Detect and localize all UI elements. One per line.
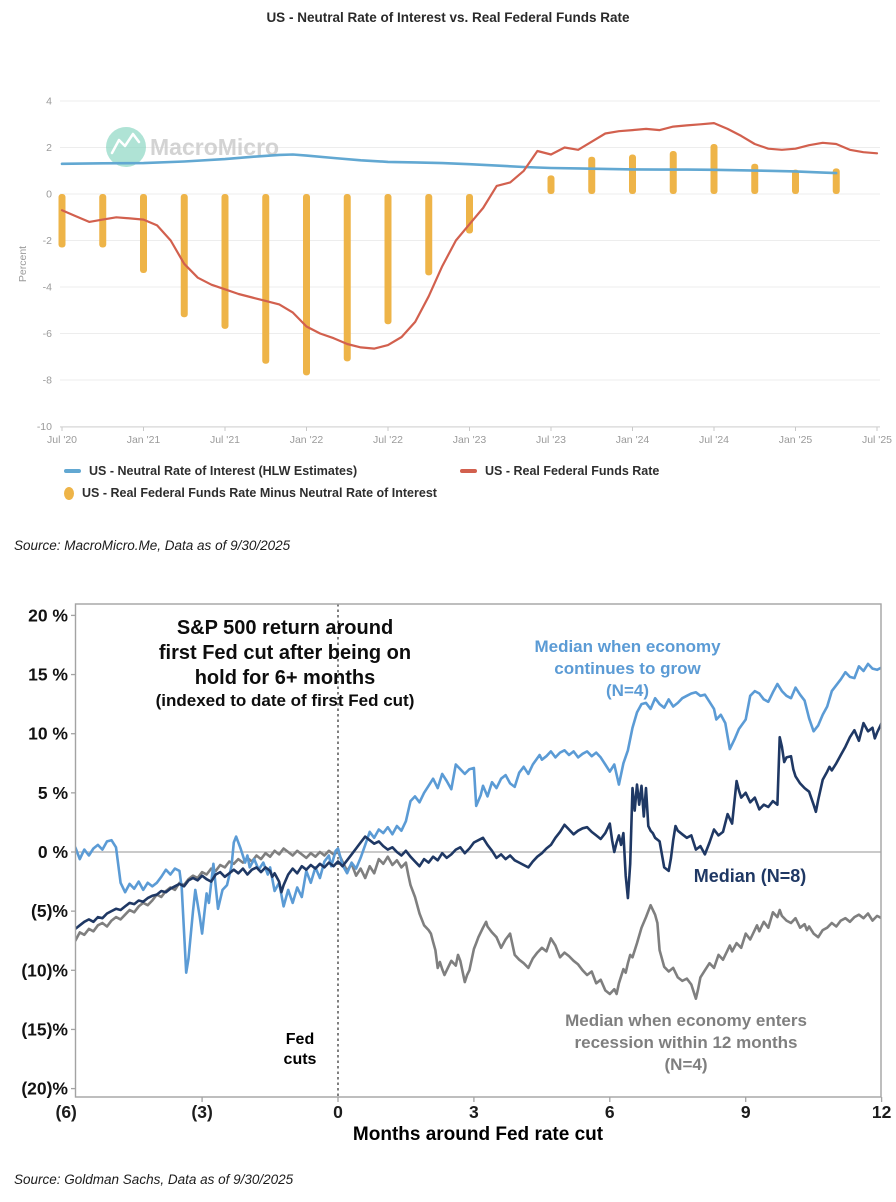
legend-label: US - Real Federal Funds Rate Minus Neutr… (82, 486, 437, 500)
rate-gap-bar (262, 194, 270, 364)
rate-gap-bar (669, 150, 677, 194)
x-tick-label: Jan '22 (290, 434, 324, 446)
bottom-chart: 20 %15 %10 %5 %0 %(5)%(10)%(15)%(20)%(6)… (21, 603, 892, 1122)
neutral-rate-line (60, 153, 838, 175)
top-chart-gridlines (60, 100, 880, 427)
x-tick-label: 0 (333, 1102, 343, 1122)
rate-gap-bar (139, 194, 147, 274)
y-tick-label: (20)% (21, 1079, 68, 1099)
x-tick-label: 9 (741, 1102, 751, 1122)
median-series-label: Median (N=8) (693, 866, 807, 886)
y-tick-label: (15)% (21, 1019, 68, 1039)
neutral-rate-legend-swatch (64, 469, 81, 473)
x-tick-label: Jul '23 (536, 434, 566, 446)
x-tick-label: Jul '20 (47, 434, 77, 446)
y-tick-label: 0 (46, 189, 52, 201)
y-tick-label: (10)% (21, 960, 68, 980)
real-ffr-legend-swatch (460, 469, 477, 473)
x-tick-label: Jan '23 (453, 434, 487, 446)
x-tick-label: (3) (191, 1102, 212, 1122)
top-chart-y-tick-labels: 4 2 0 -2 -4 -6 -8 -10 (37, 96, 52, 434)
rate-gap-bar (832, 168, 840, 194)
x-tick-label: 12 (872, 1102, 892, 1122)
x-tick-label: 6 (605, 1102, 615, 1122)
rate-gap-bar (751, 163, 759, 194)
plot-border (74, 603, 882, 1098)
bottom-chart-y-tick-labels: 20 % 15 % 10 % 5 % 0 % (5)% (10)% (15)% (20)% (21, 605, 76, 1099)
legend-label: US - Real Federal Funds Rate (485, 464, 660, 478)
bottom-chart-x-axis-title: Months around Fed rate cut (352, 1124, 604, 1145)
y-tick-label: -8 (43, 375, 52, 387)
legend-item-real-ffr: US - Real Federal Funds Rate (460, 464, 659, 478)
x-tick-label: Jul '21 (210, 434, 240, 446)
bottom-chart-subtitle: (indexed to date of first Fed cut) (155, 691, 415, 710)
rate-gap-bar (343, 194, 351, 362)
x-tick-label: Jan '24 (616, 434, 650, 446)
x-tick-label: 3 (469, 1102, 479, 1122)
logo-zigzag-icon (110, 132, 141, 155)
y-tick-label: 5 % (38, 783, 69, 803)
rate-gap-bar (425, 194, 433, 276)
x-tick-label: Jul '24 (699, 434, 729, 446)
legend-label: US - Neutral Rate of Interest (HLW Estim… (89, 464, 358, 478)
x-tick-label: Jan '21 (127, 434, 161, 446)
rate-gap-bar (58, 194, 66, 248)
rate-gap-bar (99, 194, 107, 248)
y-tick-label: -6 (43, 328, 52, 340)
y-tick-label: 10 % (28, 724, 68, 744)
rate-gap-bar (302, 194, 310, 376)
grow-series-label: Median when economy continues to grow (N… (534, 637, 721, 700)
top-chart-title: US - Neutral Rate of Interest vs. Real F… (266, 10, 630, 25)
x-tick-label: (6) (56, 1102, 77, 1122)
rate-gap-bar (384, 194, 392, 325)
rate-gap-bar (221, 194, 229, 329)
y-tick-label: -4 (43, 282, 52, 294)
y-tick-label: 15 % (28, 665, 68, 685)
y-tick-label: -10 (37, 421, 52, 433)
x-tick-label: Jul '22 (373, 434, 403, 446)
bottom-chart-source: Source: Goldman Sachs, Data as of 9/30/2… (14, 1172, 294, 1187)
grow-median-line (75, 662, 881, 975)
x-tick-label: Jan '25 (779, 434, 813, 446)
bottom-chart-title: S&P 500 return around first Fed cut afte… (158, 617, 412, 689)
rate-gap-bars (58, 144, 840, 376)
top-chart-x-tick-labels: Jul '20 Jan '21 Jul '21 Jan '22 Jul '22 Jan '… (47, 427, 892, 446)
y-tick-label: 4 (46, 96, 52, 108)
y-tick-label: 2 (46, 142, 52, 154)
y-tick-label: 20 % (28, 605, 68, 625)
top-chart-source: Source: MacroMicro.Me, Data as of 9/30/2… (14, 538, 291, 553)
y-tick-label: (5)% (31, 901, 68, 921)
fed-cuts-annotation: Fed cuts (283, 1031, 317, 1068)
rate-gap-bar (588, 156, 596, 194)
rate-gap-bar (791, 169, 799, 194)
top-chart-y-axis-title: Percent (17, 246, 29, 282)
y-tick-label: -2 (43, 235, 52, 247)
recession-series-label: Median when economy enters recession wit… (565, 1011, 807, 1074)
rate-gap-bar (628, 154, 636, 194)
macromicro-watermark: MacroMicro (106, 127, 279, 167)
rate-gap-legend-swatch (64, 486, 74, 500)
rate-gap-bar (547, 175, 555, 194)
bottom-chart-x-tick-labels: (6) (3) 0 3 6 9 12 (56, 1097, 892, 1122)
x-tick-label: Jul '25 (862, 434, 892, 446)
legend-item-neutral-rate: US - Neutral Rate of Interest (HLW Estim… (64, 464, 357, 478)
y-tick-label: 0 % (38, 842, 69, 862)
overall-median-line (75, 721, 881, 931)
rate-gap-bar (180, 194, 188, 318)
macromicro-logo-icon (106, 127, 146, 167)
legend-item-rate-gap: US - Real Federal Funds Rate Minus Neutr… (64, 486, 437, 500)
real-ffr-line (60, 121, 879, 350)
